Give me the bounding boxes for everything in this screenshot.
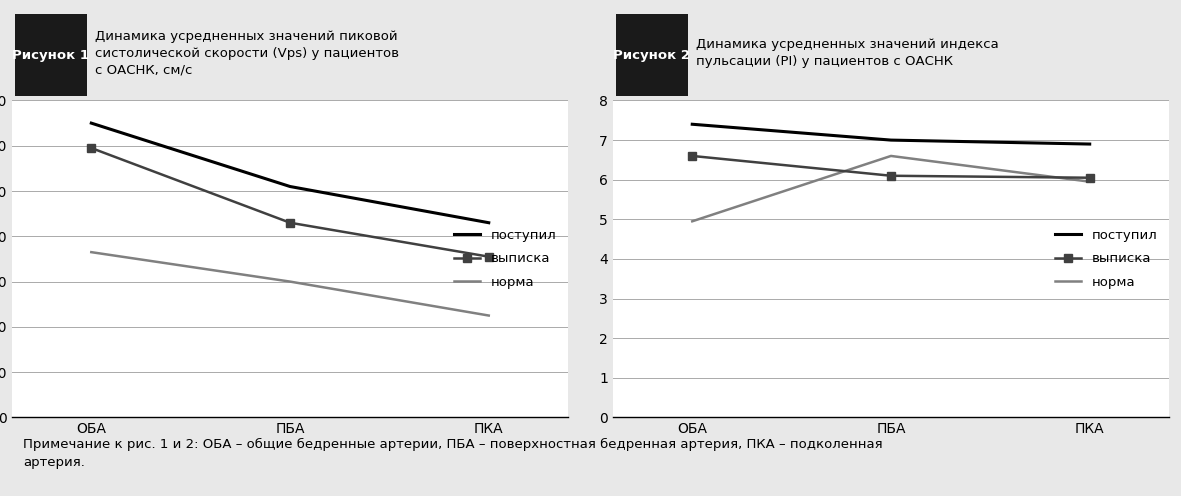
Legend: поступил, выписка, норма: поступил, выписка, норма xyxy=(1050,224,1162,294)
Legend: поступил, выписка, норма: поступил, выписка, норма xyxy=(449,224,562,294)
FancyBboxPatch shape xyxy=(615,14,687,96)
Text: Рисунок 2: Рисунок 2 xyxy=(613,49,690,62)
Text: Динамика усредненных значений пиковой
систолической скорости (Vps) у пациентов
с: Динамика усредненных значений пиковой си… xyxy=(96,30,399,77)
Text: Примечание к рис. 1 и 2: ОБА – общие бедренные артерии, ПБА – поверхностная бедр: Примечание к рис. 1 и 2: ОБА – общие бед… xyxy=(24,437,883,469)
Text: Рисунок 1: Рисунок 1 xyxy=(12,49,90,62)
Text: Динамика усредненных значений индекса
пульсации (PI) у пациентов с ОАСНК: Динамика усредненных значений индекса пу… xyxy=(697,38,999,68)
FancyBboxPatch shape xyxy=(14,14,87,96)
